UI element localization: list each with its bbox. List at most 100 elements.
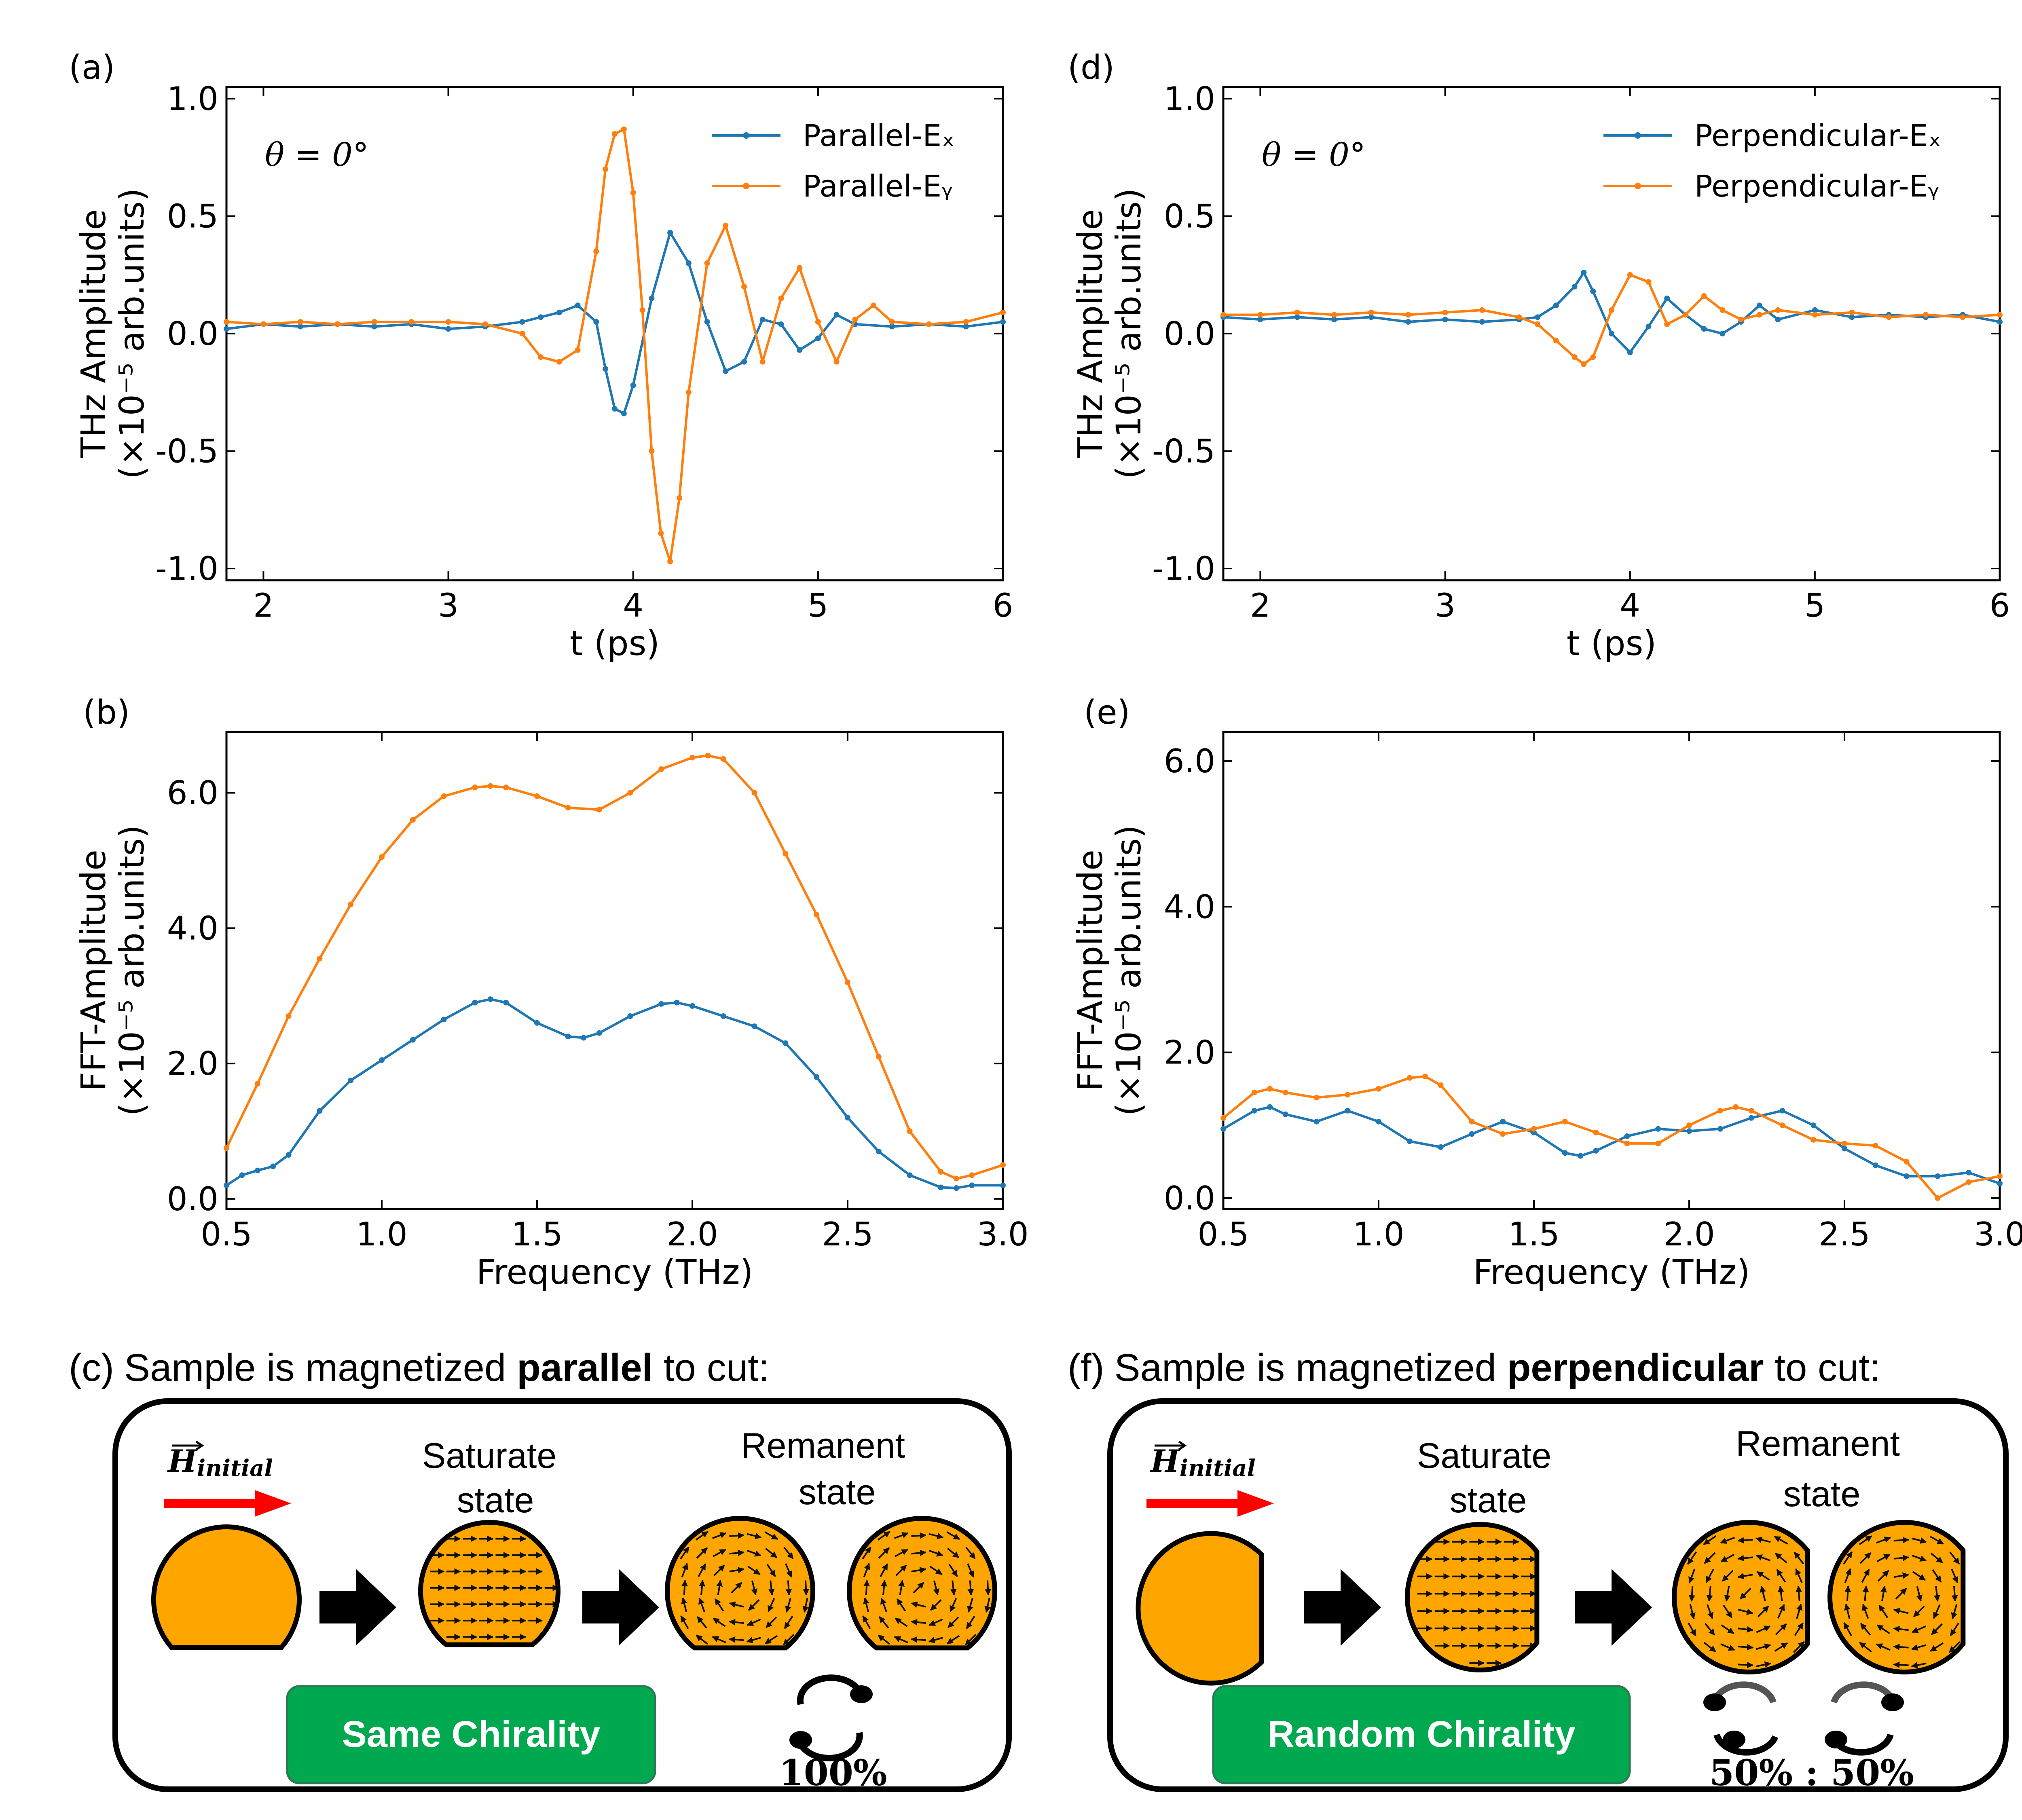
moment-arrow	[967, 1598, 973, 1613]
moment-arrow	[946, 1531, 960, 1540]
chart-b: (b) 0.5 1.0 1.5 2.0 2.5 3.0 0.0 2.0 4.0 6.0 Frequen…	[74, 693, 1029, 1292]
moment-arrow	[1876, 1537, 1891, 1544]
data-point-orange	[926, 321, 932, 327]
moment-arrow	[1706, 1586, 1713, 1602]
data-point-orange	[1571, 354, 1578, 360]
disk-outline	[1672, 1520, 1810, 1674]
y-tick-label: 0.0	[1164, 315, 1215, 353]
diagram-f-caption: (f) Sample is magnetized perpendicular to…	[1068, 1346, 1880, 1389]
data-point-orange	[1966, 1179, 1972, 1185]
moment-arrow	[1756, 1643, 1771, 1650]
y-tick-label: -1.0	[155, 550, 218, 588]
remanent-label-c-1: Remanent	[741, 1425, 905, 1465]
data-point-blue	[1345, 1108, 1351, 1114]
y-axis-label: THz Amplitude(×10⁻⁵ arb.units)	[1070, 188, 1148, 479]
moment-arrow	[1911, 1537, 1927, 1544]
data-point-orange	[845, 979, 850, 985]
data-point-blue	[224, 326, 229, 332]
diagram-c-caption: (c) Sample is magnetized parallel to cut:	[69, 1346, 769, 1389]
moment-arrow	[1859, 1642, 1872, 1653]
data-point-orange	[741, 283, 747, 290]
diagram-c: (c) Sample is magnetized parallel to cut:…	[69, 1346, 1012, 1794]
moment-arrow	[1877, 1570, 1889, 1582]
data-point-orange	[556, 359, 562, 365]
moment-arrow	[1932, 1569, 1942, 1583]
data-point-orange	[1220, 1115, 1226, 1121]
moment-arrow	[878, 1616, 889, 1629]
data-point-blue	[1442, 317, 1448, 323]
moment-arrow	[1720, 1537, 1735, 1544]
moment-arrow	[783, 1547, 794, 1560]
data-point-blue	[1479, 319, 1485, 325]
data-point-orange	[1422, 1074, 1428, 1080]
data-point-orange	[1779, 1122, 1785, 1128]
data-point-blue	[1717, 1126, 1723, 1132]
moment-arrow	[1862, 1604, 1869, 1619]
moment-arrow	[1738, 1609, 1753, 1615]
moment-arrow	[1721, 1624, 1734, 1634]
y-tick-label: 0.5	[1164, 198, 1215, 235]
x-tick-label: 5	[1804, 587, 1825, 624]
moment-arrow	[1756, 1571, 1770, 1581]
data-point-blue	[685, 260, 692, 266]
moment-arrow	[1876, 1554, 1891, 1562]
x-tick-label: 6	[1990, 587, 2010, 624]
data-point-orange	[685, 389, 692, 395]
data-point-blue	[1904, 1173, 1910, 1179]
data-point-orange	[487, 783, 493, 789]
data-point-blue	[1220, 1126, 1226, 1132]
data-point-blue	[889, 323, 895, 330]
data-point-orange	[1609, 307, 1614, 313]
moment-arrow	[1859, 1552, 1872, 1564]
data-point-blue	[690, 1003, 695, 1009]
y-tick-label: 0.0	[1164, 1180, 1215, 1217]
data-point-orange	[603, 166, 609, 172]
moment-arrow	[895, 1564, 907, 1576]
disk-initial-f	[1136, 1531, 1264, 1686]
x-tick-label: 0.5	[201, 1215, 252, 1253]
moment-arrow	[1876, 1643, 1891, 1651]
data-point-orange	[833, 359, 840, 365]
data-point-orange	[1904, 1158, 1910, 1165]
data-point-orange	[1756, 312, 1762, 318]
y-axis-label: THz Amplitude(×10⁻⁵ arb.units)	[74, 188, 152, 479]
data-point-orange	[658, 530, 664, 536]
x-tick-label: 3	[438, 587, 459, 624]
moment-arrow	[695, 1531, 709, 1541]
moment-arrow	[1844, 1568, 1851, 1583]
data-point-blue	[575, 302, 581, 309]
moment-arrow	[1930, 1536, 1944, 1545]
moment-arrow	[881, 1579, 888, 1595]
moment-arrow	[747, 1619, 761, 1626]
y-tick-label: -0.5	[155, 432, 218, 470]
data-point-blue	[1849, 314, 1855, 320]
moment-arrow	[894, 1636, 908, 1643]
legend-marker-blue	[1635, 132, 1641, 139]
rotate-cw-icon	[1825, 1681, 1904, 1756]
data-point-blue	[907, 1172, 913, 1178]
data-point-blue	[1935, 1173, 1941, 1179]
data-point-orange	[759, 359, 766, 365]
moment-arrow	[1893, 1537, 1910, 1543]
moment-arrow	[747, 1565, 761, 1575]
data-point-blue	[778, 321, 784, 327]
moment-arrow	[1911, 1644, 1927, 1651]
data-point-blue	[814, 1074, 820, 1080]
data-point-blue	[612, 406, 618, 412]
data-point-blue	[815, 335, 821, 341]
diagram-f: (f) Sample is magnetized perpendicular to…	[1068, 1346, 2009, 1794]
moment-arrow	[1723, 1604, 1733, 1618]
data-point-orange	[907, 1128, 913, 1134]
data-point-blue	[833, 312, 840, 318]
panel-label-d: (d)	[1068, 49, 1115, 87]
moment-arrow	[1933, 1604, 1941, 1619]
x-tick-label: 2.0	[666, 1215, 718, 1253]
data-point-orange	[627, 790, 633, 796]
data-point-blue	[224, 1182, 229, 1188]
data-point-orange	[1624, 1140, 1630, 1146]
data-point-blue	[1407, 1138, 1413, 1144]
moment-arrow	[1688, 1622, 1696, 1636]
data-point-blue	[1997, 319, 2003, 325]
x-tick-label: 1.5	[1508, 1215, 1559, 1253]
moment-arrow	[1842, 1551, 1853, 1565]
